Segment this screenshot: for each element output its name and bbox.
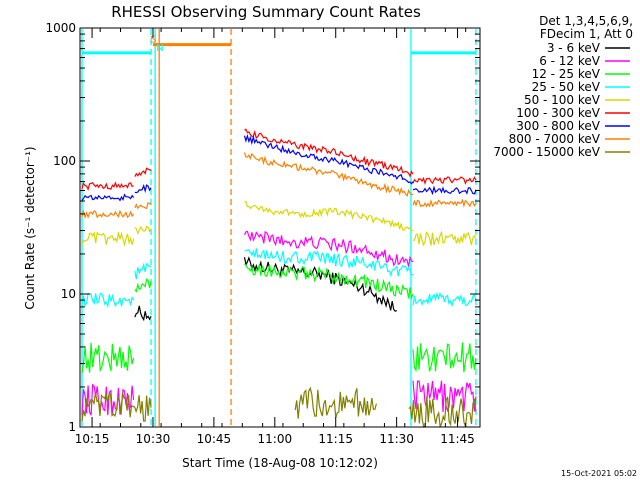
series-trace [412, 291, 477, 308]
series-trace [134, 183, 152, 194]
series-trace [412, 198, 477, 208]
series-trace [244, 200, 414, 232]
legend-entry-label: 50 - 100 keV [524, 93, 601, 107]
chart-title: RHESSI Observing Summary Count Rates [111, 3, 421, 21]
x-tick-label: 10:30 [136, 432, 171, 446]
series-trace [134, 305, 152, 322]
x-tick-label: 11:30 [379, 432, 414, 446]
x-tick-label: 10:15 [75, 432, 110, 446]
series-25-50-kev [81, 248, 477, 309]
series-trace [81, 193, 135, 202]
series-trace [134, 225, 152, 235]
series-100-300-kev [81, 128, 477, 191]
series-trace [408, 396, 477, 428]
series-trace [294, 386, 377, 419]
legend-entry-label: 12 - 25 keV [532, 67, 601, 81]
series-trace [413, 230, 477, 247]
legend-entry-label: 25 - 50 keV [532, 80, 601, 94]
x-tick-label: 11:45 [440, 432, 475, 446]
series-trace [134, 201, 152, 210]
series-50-100-kev [81, 200, 477, 247]
x-axis-label: Start Time (18-Aug-08 10:12:02) [182, 456, 378, 470]
x-axis: 10:15 10:30 10:45 11:00 11:15 11:30 11:45 [75, 28, 475, 446]
legend-entry-label: 100 - 300 keV [516, 106, 600, 120]
flag-label-night: N [156, 43, 163, 54]
y-axis: 1 10 100 1000 [45, 21, 480, 434]
series-trace [243, 152, 413, 198]
series-12-25-kev [81, 263, 477, 374]
series-trace [134, 262, 152, 280]
series-trace [81, 292, 135, 309]
plot-area: SN [81, 29, 477, 428]
series-trace [81, 392, 152, 422]
series-300-800-kev [81, 133, 477, 202]
y-tick-label: 100 [53, 154, 76, 168]
series-3-6-kev [134, 256, 398, 322]
series-trace [134, 278, 152, 293]
series-trace [243, 230, 414, 267]
series-trace [412, 342, 477, 373]
legend-entry-label: 7000 - 15000 keV [493, 145, 600, 159]
legend-header-line-2: FDecim 1, Att 0 [540, 27, 633, 41]
series-trace [243, 133, 414, 185]
legend: Det 1,3,4,5,6,9, FDecim 1, Att 0 3 - 6 k… [493, 14, 633, 159]
y-axis-label: Count Rate (s⁻¹ detector⁻¹) [23, 146, 37, 309]
series-trace [81, 342, 135, 374]
series-trace [244, 128, 414, 178]
series-6-12-kev [81, 230, 477, 416]
series-trace [244, 263, 414, 301]
series-trace [81, 208, 135, 220]
legend-entry-label: 300 - 800 keV [516, 119, 600, 133]
x-tick-label: 11:00 [258, 432, 293, 446]
series-800-7000-kev [81, 152, 477, 220]
series-trace [243, 256, 398, 312]
plot-frame [79, 27, 481, 428]
y-tick-label: 1 [68, 420, 76, 434]
x-tick-label: 11:15 [318, 432, 353, 446]
series-trace [81, 181, 134, 191]
series-trace [81, 231, 135, 247]
series-trace [412, 185, 477, 196]
x-tick-label: 10:45 [197, 432, 232, 446]
legend-entry-label: 800 - 7000 keV [509, 132, 601, 146]
series-trace [412, 380, 477, 413]
series-trace [244, 248, 413, 278]
series-trace [134, 167, 152, 177]
legend-entry-label: 6 - 12 keV [539, 54, 601, 68]
y-tick-label: 1000 [45, 21, 76, 35]
footer-timestamp: 15-Oct-2021 05:02 [561, 469, 637, 478]
flag-label-saa: S [150, 35, 156, 46]
legend-header-line-1: Det 1,3,4,5,6,9, [539, 14, 633, 28]
series-trace [412, 176, 477, 185]
y-tick-label: 10 [61, 287, 76, 301]
series-trace [81, 383, 135, 416]
legend-entry-label: 3 - 6 keV [547, 41, 601, 55]
